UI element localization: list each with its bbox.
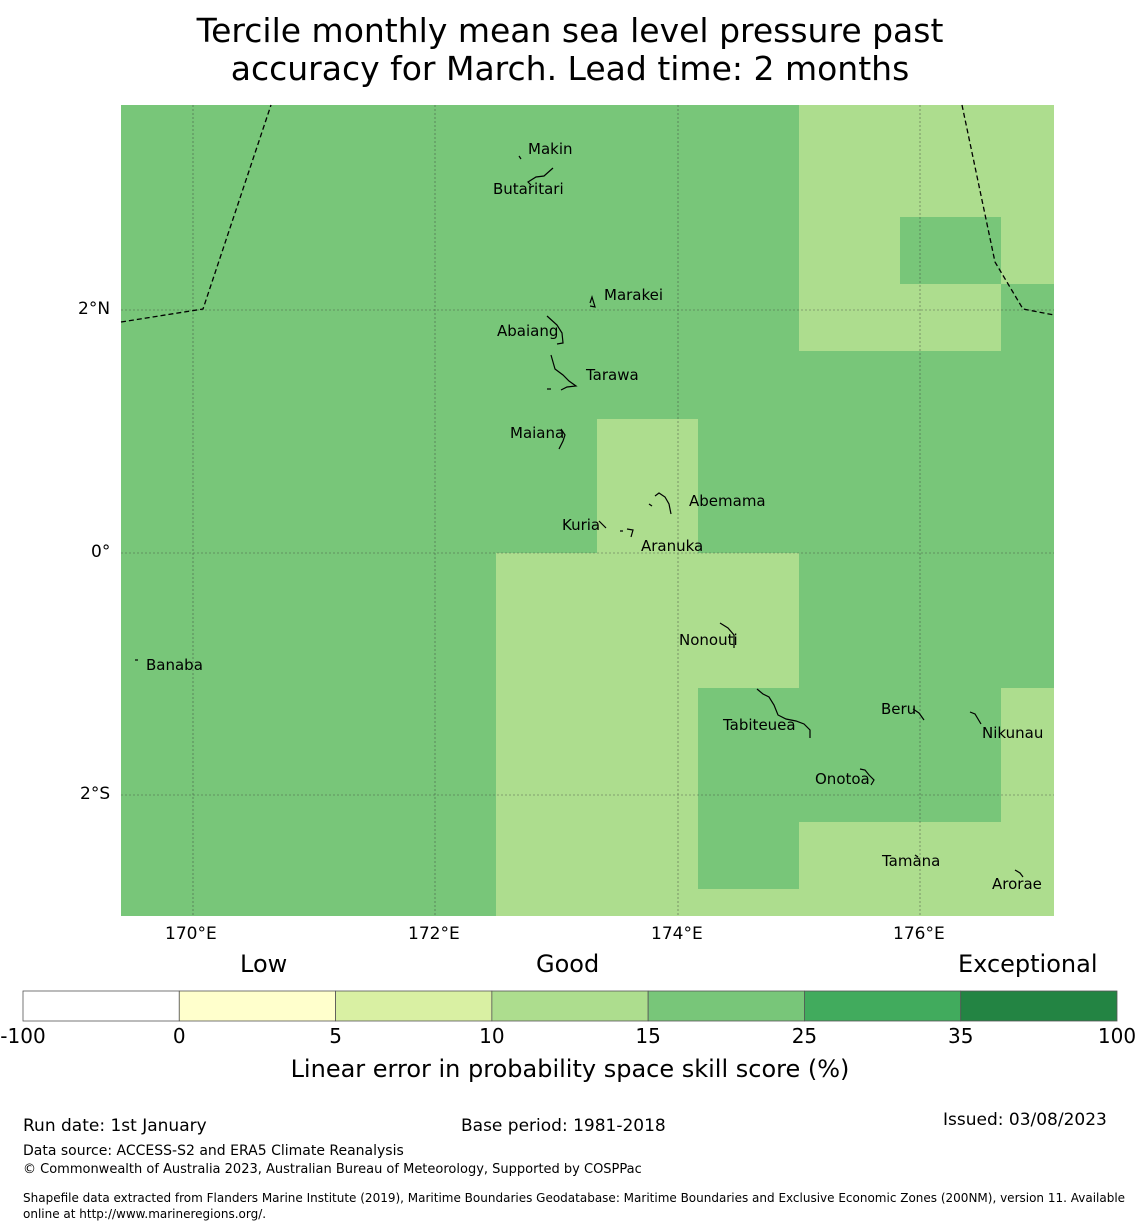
shapefile-credit-line-2: online at http://www.marineregions.org/. xyxy=(23,1207,267,1221)
beru-island-shape xyxy=(912,708,925,721)
makin-island-shape xyxy=(518,155,522,160)
island-label-nikunau: Nikunau xyxy=(982,724,1044,742)
lon-label-176e: 176°E xyxy=(893,924,945,944)
island-label-abaiang: Abaiang xyxy=(497,322,559,340)
maiana-island-shape xyxy=(558,428,566,450)
lat-label-0: 0° xyxy=(91,542,111,562)
cell-good-light xyxy=(799,822,1054,916)
island-label-tamana: Tamana xyxy=(882,852,941,870)
island-label-aranuka: Aranuka xyxy=(641,537,704,555)
legend-bin-6 xyxy=(960,990,1118,1022)
island-label-tabiteuea: Tabiteuea xyxy=(723,716,796,734)
data-source: Data source: ACCESS-S2 and ERA5 Climate … xyxy=(23,1143,404,1159)
base-period: Base period: 1981-2018 xyxy=(461,1116,666,1136)
onotoa-island-shape xyxy=(859,768,875,786)
legend-tick-label: 25 xyxy=(791,1024,818,1048)
issued-date: Issued: 03/08/2023 xyxy=(943,1110,1107,1130)
cell-good-light xyxy=(698,889,799,916)
island-label-makin: Makin xyxy=(528,140,573,158)
lat-label-2n: 2°N xyxy=(78,299,111,319)
legend-bin-2 xyxy=(335,990,493,1022)
butaritari-island-shape xyxy=(527,167,554,186)
nonouti-island-shape xyxy=(719,622,735,648)
cell-good-light xyxy=(799,284,1001,351)
legend-tick-label: -100 xyxy=(0,1024,46,1048)
legend-bin-1 xyxy=(178,990,336,1022)
shapefile-credit-line-1: Shapefile data extracted from Flanders M… xyxy=(23,1191,1126,1205)
lon-label-172e: 172°E xyxy=(408,924,460,944)
legend-category-good: Good xyxy=(536,950,600,978)
skill-cells xyxy=(121,105,1054,916)
tamana-island-shape xyxy=(914,854,919,858)
legend-tick-label: 5 xyxy=(329,1024,342,1048)
island-label-marakei: Marakei xyxy=(604,286,664,304)
kuria-island-shape xyxy=(598,520,607,529)
legend-tick-label: 0 xyxy=(172,1024,186,1048)
nikunau-island-shape xyxy=(969,711,982,725)
cell-good-light xyxy=(1001,688,1054,822)
island-label-kuria: Kuria xyxy=(562,516,601,534)
cell-good-light xyxy=(597,419,698,553)
legend-category-low: Low xyxy=(240,950,288,978)
legend-axis-label: Linear error in probability space skill … xyxy=(290,1055,850,1083)
abaiang-island-shape xyxy=(546,315,564,345)
island-label-tarawa: Tarawa xyxy=(586,366,639,384)
aranuka-island-shape xyxy=(620,528,634,538)
island-label-abemama: Abemama xyxy=(689,492,766,510)
legend-bin-3 xyxy=(491,990,649,1022)
cell-good-light xyxy=(496,553,799,688)
cell-good-light xyxy=(496,688,698,916)
legend-bin-4 xyxy=(647,990,805,1022)
legend-category-exceptional: Exceptional xyxy=(958,950,1098,978)
legend-tick-label: 10 xyxy=(479,1024,505,1048)
legend-bin-5 xyxy=(804,990,962,1022)
island-label-banaba: Banaba xyxy=(146,656,203,674)
legend-tick-label: 35 xyxy=(947,1024,974,1048)
cell-good-dark xyxy=(900,217,1001,284)
island-label-maiana: Maiana xyxy=(510,424,565,442)
island-label-butaritari: Butaritari xyxy=(493,180,564,198)
map-title-line-1: Tercile monthly mean sea level pressure … xyxy=(196,11,944,50)
island-outlines xyxy=(135,155,1024,878)
lat-label-2s: 2°S xyxy=(80,784,111,804)
tarawa-island-shape xyxy=(550,354,578,391)
lon-label-170e: 170°E xyxy=(165,924,217,944)
lon-label-174e: 174°E xyxy=(651,924,703,944)
legend-colorbar xyxy=(22,990,1118,1022)
legend-tick-label: 100 xyxy=(1097,1024,1137,1048)
island-label-nonouti: Nonouti xyxy=(679,631,738,649)
island-label-beru: Beru xyxy=(881,700,917,718)
tabiteuea-island-shape xyxy=(756,688,811,738)
abemama-island-shape xyxy=(654,492,672,515)
island-label-onotoa: Onotoa xyxy=(815,770,870,788)
marakei-island-shape xyxy=(589,295,596,308)
legend-tick-label: 15 xyxy=(635,1024,661,1048)
abemama-islet-shape xyxy=(648,503,653,507)
legend-bin-0 xyxy=(22,990,180,1022)
graticule xyxy=(121,105,1054,916)
run-date: Run date: 1st January xyxy=(23,1116,207,1136)
arorae-island-shape xyxy=(1014,869,1024,878)
map-title-line-2: accuracy for March. Lead time: 2 months xyxy=(230,49,910,88)
island-label-arorae: Arorae xyxy=(992,875,1042,893)
eez-boundary xyxy=(120,104,1055,323)
copyright: © Commonwealth of Australia 2023, Austra… xyxy=(23,1162,642,1177)
